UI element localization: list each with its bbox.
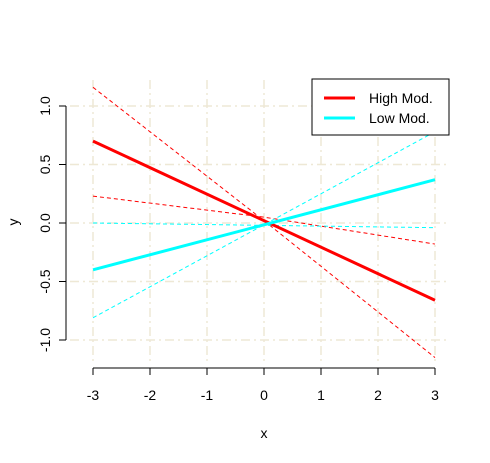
x-tick-label: -2 [144, 387, 157, 403]
legend: High Mod. Low Mod. [311, 78, 450, 136]
series-line-low-mod [92, 178, 436, 272]
band-lower-high-mod [92, 195, 436, 245]
x-tick-label: -1 [201, 387, 214, 403]
legend-box [311, 78, 450, 136]
x-tick-label: 2 [374, 387, 382, 403]
y-tick-label: -1.0 [37, 328, 53, 352]
axes: -3 -2 -1 0 1 2 3 -1.0 -0.5 0.0 0.5 1.0 [37, 96, 439, 403]
series-line-high-mod [92, 139, 436, 302]
series-lines [92, 139, 436, 302]
x-tick-label: 3 [431, 387, 439, 403]
legend-label-low-mod: Low Mod. [369, 110, 430, 126]
band-upper-low-mod [92, 131, 436, 319]
legend-label-high-mod: High Mod. [369, 90, 433, 106]
band-upper-high-mod [92, 86, 436, 358]
y-tick-label: 0.0 [37, 213, 53, 233]
x-tick-label: -3 [87, 387, 100, 403]
x-axis-title: x [261, 425, 268, 441]
y-tick-label: -0.5 [37, 269, 53, 293]
y-tick-label: 1.0 [37, 96, 53, 116]
x-tick-label: 0 [260, 387, 268, 403]
y-tick-label: 0.5 [37, 155, 53, 175]
x-tick-label: 1 [317, 387, 325, 403]
y-axis-title: y [5, 219, 21, 226]
